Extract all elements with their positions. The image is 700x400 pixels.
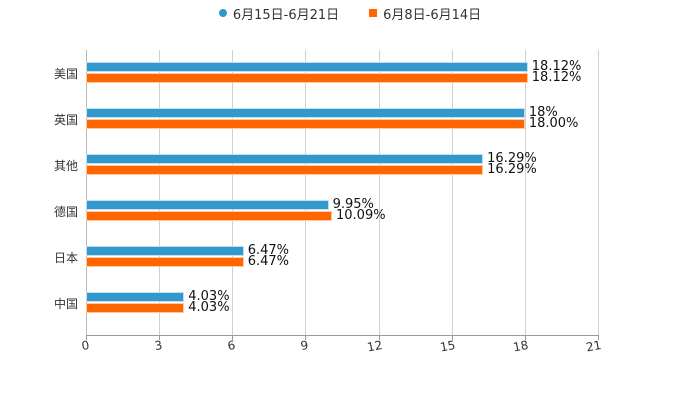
- legend-item-series-1[interactable]: 6月15日-6月21日: [218, 5, 340, 23]
- bar-2[interactable]: [86, 303, 185, 313]
- value-label: 10.09%: [336, 208, 386, 223]
- category-label: 德国: [53, 205, 78, 219]
- bar-2[interactable]: [86, 165, 484, 175]
- bar-1[interactable]: [86, 292, 185, 302]
- value-label: 6.47%: [247, 254, 290, 269]
- bar-1[interactable]: [86, 200, 329, 210]
- x-tick-label: 18: [511, 338, 530, 355]
- x-tick-label: 15: [438, 338, 457, 355]
- circle-marker-icon: [218, 9, 227, 17]
- x-tick: [159, 335, 161, 340]
- category-label: 日本: [53, 251, 78, 265]
- x-tick: [305, 335, 307, 340]
- legend-item-series-2[interactable]: 6月8日-6月14日: [369, 5, 482, 23]
- category-label: 中国: [53, 297, 78, 311]
- value-label: 4.03%: [188, 289, 230, 304]
- value-label: 6.47%: [247, 243, 290, 258]
- value-label: 9.95%: [332, 197, 374, 212]
- gridline: [378, 50, 380, 335]
- bar-1[interactable]: [86, 154, 484, 164]
- bar-2[interactable]: [86, 211, 332, 221]
- x-tick: [86, 335, 87, 340]
- value-label: 16.29%: [487, 151, 537, 166]
- legend: 6月15日-6月21日 6月8日-6月14日: [0, 5, 700, 23]
- legend-label: 6月8日-6月14日: [383, 7, 482, 23]
- y-axis-line: [86, 50, 87, 335]
- bar-2[interactable]: [86, 119, 525, 129]
- x-tick-label: 12: [365, 338, 383, 355]
- bar-1[interactable]: [86, 108, 525, 118]
- gridline: [451, 50, 453, 335]
- x-tick: [598, 335, 599, 340]
- x-tick: [524, 335, 526, 340]
- bar-1[interactable]: [86, 62, 528, 72]
- bar-2[interactable]: [86, 257, 244, 267]
- value-label: 18.00%: [528, 116, 579, 131]
- category-label: 美国: [53, 67, 78, 81]
- category-label: 英国: [53, 113, 78, 127]
- gridline: [524, 50, 526, 335]
- gridline: [232, 50, 234, 335]
- x-tick: [232, 335, 234, 340]
- value-label: 4.03%: [188, 300, 230, 315]
- category-label: 其他: [53, 159, 78, 173]
- gridline: [305, 50, 307, 335]
- x-tick-label: 6: [226, 338, 237, 354]
- gridline: [598, 50, 599, 335]
- square-marker-icon: [369, 9, 378, 17]
- value-label: 18.12%: [531, 59, 582, 74]
- bar-2[interactable]: [86, 73, 528, 83]
- value-label: 18.12%: [531, 70, 582, 85]
- x-tick: [451, 335, 453, 340]
- x-tick-label: 9: [299, 338, 310, 354]
- x-axis-line: [86, 335, 599, 336]
- x-tick: [378, 335, 380, 340]
- value-label: 18%: [528, 105, 558, 120]
- legend-label: 6月15日-6月21日: [232, 7, 340, 23]
- bar-1[interactable]: [86, 246, 244, 256]
- gridline: [159, 50, 161, 335]
- value-label: 16.29%: [487, 162, 537, 177]
- x-tick-label: 3: [153, 338, 164, 354]
- x-tick-label: 21: [584, 338, 603, 355]
- x-tick-label: 0: [80, 338, 91, 354]
